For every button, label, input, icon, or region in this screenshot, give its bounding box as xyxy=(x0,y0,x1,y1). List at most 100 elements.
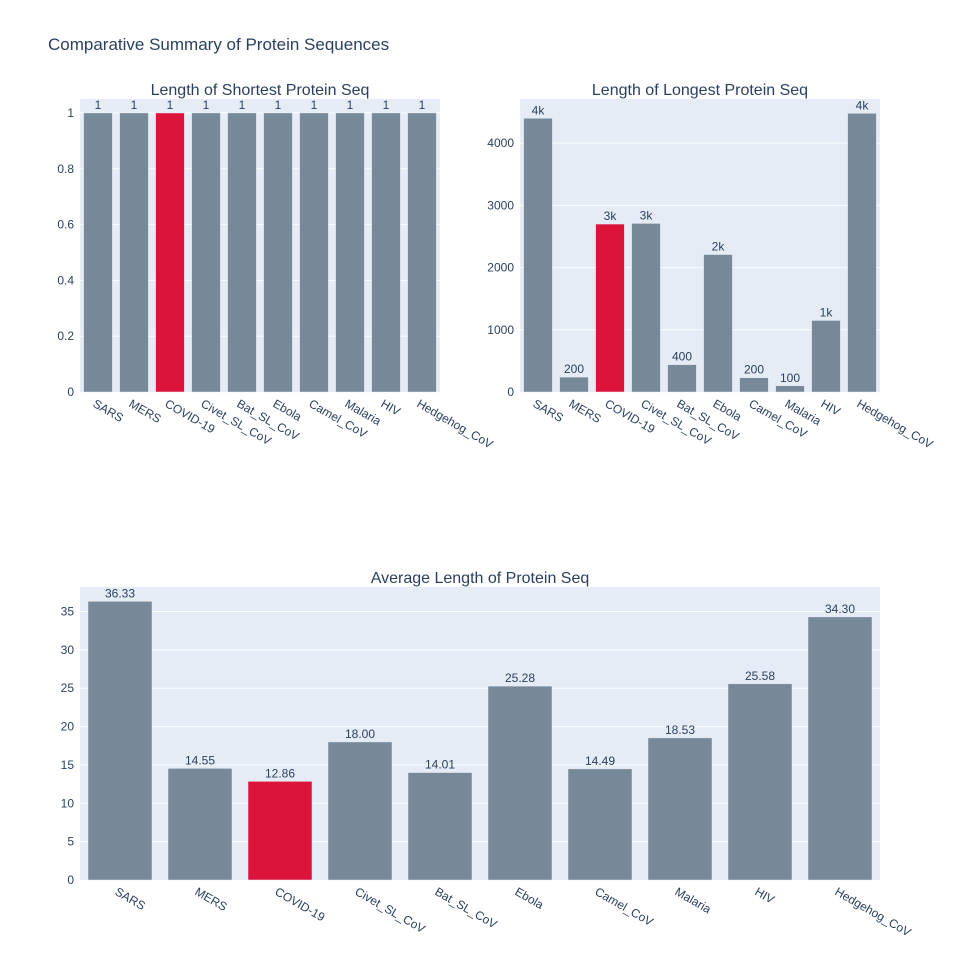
data-label: 1 xyxy=(131,98,138,112)
y-tick-label: 0 xyxy=(67,873,74,887)
x-tick-label: SARS xyxy=(113,884,148,912)
data-label: 1k xyxy=(820,305,834,319)
bar-civet-sl-cov[interactable] xyxy=(631,223,661,393)
bar-hedgehog-cov[interactable] xyxy=(807,616,873,881)
bar-covid-19[interactable] xyxy=(247,781,313,881)
bar-camel-cov[interactable] xyxy=(739,377,769,393)
bar-covid-19[interactable] xyxy=(155,112,185,393)
bar-bat-sl-cov[interactable] xyxy=(667,364,697,393)
bar-hiv[interactable] xyxy=(727,683,793,881)
chart-title: Average Length of Protein Seq xyxy=(371,570,590,587)
data-label: 1 xyxy=(95,98,102,112)
data-label: 1 xyxy=(383,98,390,112)
x-tick-label: SARS xyxy=(91,396,126,424)
bar-malaria[interactable] xyxy=(647,737,713,881)
y-tick-label: 1 xyxy=(67,106,74,120)
data-label: 1 xyxy=(239,98,246,112)
y-tick-label: 0.4 xyxy=(57,273,74,287)
bar-hiv[interactable] xyxy=(371,112,401,393)
y-tick-label: 20 xyxy=(61,720,75,734)
data-label: 200 xyxy=(744,363,764,377)
bar-mers[interactable] xyxy=(119,112,149,393)
x-tick-label: Hedgehog_CoV xyxy=(415,396,496,451)
bar-hedgehog-cov[interactable] xyxy=(847,113,877,393)
data-label: 25.28 xyxy=(505,671,535,685)
figure-title: Comparative Summary of Protein Sequences xyxy=(48,35,389,54)
bar-bat-sl-cov[interactable] xyxy=(407,772,473,881)
bar-malaria[interactable] xyxy=(775,385,805,393)
data-label: 25.58 xyxy=(745,669,775,683)
bar-ebola[interactable] xyxy=(263,112,293,393)
data-label: 1 xyxy=(347,98,354,112)
panel-average-length: 0 5 10 15 20 25 30 35 Average Length of Protein … xyxy=(61,570,914,939)
y-tick-label: 0 xyxy=(67,385,74,399)
bar-hedgehog-cov[interactable] xyxy=(407,112,437,393)
data-label: 14.55 xyxy=(185,753,215,767)
data-label: 3k xyxy=(604,209,618,223)
y-tick-label: 0.6 xyxy=(57,218,74,232)
data-label: 12.86 xyxy=(265,766,295,780)
bar-ebola[interactable] xyxy=(703,254,733,393)
data-label: 14.01 xyxy=(425,758,455,772)
x-tick-label: Camel_CoV xyxy=(593,884,656,928)
data-label: 36.33 xyxy=(105,586,135,600)
x-tick-label: Bat_SL_CoV xyxy=(433,884,500,931)
data-label: 18.00 xyxy=(345,727,375,741)
y-tick-label: 0 xyxy=(507,385,514,399)
bar-mers[interactable] xyxy=(559,376,589,393)
data-label: 1 xyxy=(167,98,174,112)
bar-ebola[interactable] xyxy=(487,685,553,881)
data-label: 4k xyxy=(856,98,870,112)
bar-hiv[interactable] xyxy=(811,320,841,393)
data-label: 400 xyxy=(672,350,692,364)
y-tick-label: 3000 xyxy=(487,198,514,212)
y-tick-label: 15 xyxy=(61,758,75,772)
bar-civet-sl-cov[interactable] xyxy=(191,112,221,393)
x-tick-label: COVID-19 xyxy=(273,884,328,924)
x-tick-label: MERS xyxy=(567,396,604,425)
y-tick-label: 25 xyxy=(61,681,75,695)
x-tick-label: SARS xyxy=(531,396,566,424)
x-tick-label: Malaria xyxy=(673,884,714,916)
y-tick-label: 10 xyxy=(61,796,75,810)
bar-civet-sl-cov[interactable] xyxy=(327,741,393,881)
y-tick-label: 0.8 xyxy=(57,162,74,176)
x-tick-label: Hedgehog_CoV xyxy=(833,884,914,939)
bar-covid-19[interactable] xyxy=(595,223,625,393)
bar-mers[interactable] xyxy=(167,768,233,881)
chart-title: Length of Longest Protein Seq xyxy=(592,82,808,99)
y-tick-label: 4000 xyxy=(487,136,514,150)
y-tick-label: 5 xyxy=(67,835,74,849)
data-label: 1 xyxy=(203,98,210,112)
data-label: 14.49 xyxy=(585,754,615,768)
bar-bat-sl-cov[interactable] xyxy=(227,112,257,393)
y-tick-label: 0.2 xyxy=(57,329,74,343)
data-label: 200 xyxy=(564,362,584,376)
data-label: 1 xyxy=(275,98,282,112)
data-label: 100 xyxy=(780,371,800,385)
y-tick-label: 1000 xyxy=(487,323,514,337)
bar-malaria[interactable] xyxy=(335,112,365,393)
data-label: 34.30 xyxy=(825,602,855,616)
bar-sars[interactable] xyxy=(523,118,553,393)
x-tick-label: MERS xyxy=(193,884,230,913)
bar-sars[interactable] xyxy=(83,112,113,393)
data-label: 4k xyxy=(532,103,546,117)
bar-camel-cov[interactable] xyxy=(299,112,329,393)
x-tick-label: HIV xyxy=(753,884,777,906)
panel-longest-length: 0 1000 2000 3000 4000 Length of Longest Prote… xyxy=(487,82,935,451)
y-tick-label: 35 xyxy=(61,605,75,619)
x-tick-label: Civet_SL_CoV xyxy=(353,884,428,935)
chart-title: Length of Shortest Protein Seq xyxy=(151,82,370,99)
data-label: 1 xyxy=(419,98,426,112)
x-tick-label: Hedgehog_CoV xyxy=(855,396,936,451)
data-label: 1 xyxy=(311,98,318,112)
bar-camel-cov[interactable] xyxy=(567,768,633,881)
x-tick-label: Ebola xyxy=(513,884,547,912)
data-label: 3k xyxy=(640,208,654,222)
x-tick-label: MERS xyxy=(127,396,164,425)
bar-sars[interactable] xyxy=(87,601,153,881)
